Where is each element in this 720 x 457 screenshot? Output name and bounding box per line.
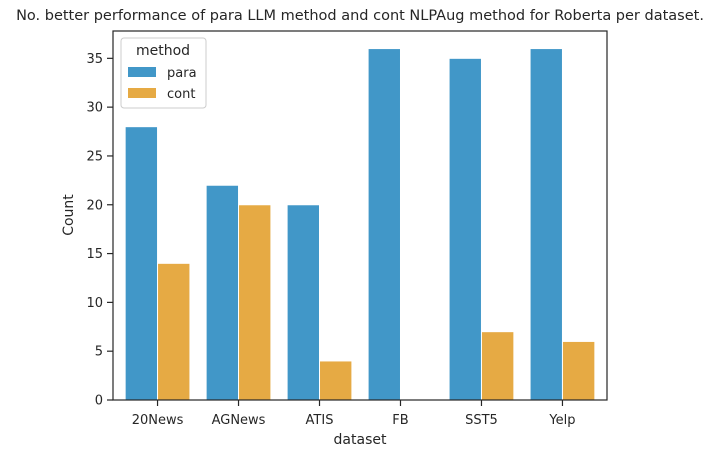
y-tick-label: 20 [86, 198, 103, 213]
plot-frame [112, 30, 608, 401]
y-tick-label: 0 [95, 394, 103, 409]
bar-para-20news [124, 126, 159, 401]
y-tick-label: 10 [86, 296, 103, 311]
y-tick-label: 5 [95, 345, 103, 360]
bar-cont-20news [157, 262, 191, 401]
legend-label-para: para [167, 66, 197, 81]
legend-title: method [136, 43, 190, 59]
bars [124, 48, 596, 401]
y-tick-label: 25 [86, 149, 103, 164]
bar-para-sst5 [448, 57, 482, 401]
x-tick-label: 20News [132, 413, 184, 428]
bar-para-agnews [205, 184, 240, 401]
legend: method para cont [120, 37, 207, 109]
bar-para-yelp [529, 48, 563, 401]
bar-para-atis [286, 204, 320, 401]
x-tick-label: Yelp [548, 413, 575, 428]
y-tick-label: 30 [86, 101, 103, 116]
bar-para-fb [367, 48, 401, 401]
chart-title: No. better performance of para LLM metho… [16, 8, 704, 24]
legend-swatch-para [128, 67, 156, 77]
x-tick-label: ATIS [306, 413, 334, 428]
bar-cont-atis [319, 360, 353, 401]
x-tick-label: SST5 [465, 413, 498, 428]
legend-swatch-cont [128, 88, 156, 98]
y-axis-label: Count [61, 194, 77, 236]
y-tick-label: 35 [86, 52, 103, 67]
y-tick-label: 15 [86, 247, 103, 262]
bar-cont-sst5 [480, 331, 515, 401]
bar-cont-yelp [561, 340, 596, 401]
x-axis: 20News AGNews ATIS FB SST5 Yelp [132, 400, 575, 428]
y-axis: 0 5 10 15 20 25 30 35 [86, 52, 113, 409]
x-tick-label: FB [392, 413, 408, 428]
x-tick-label: AGNews [212, 413, 266, 428]
legend-label-cont: cont [167, 87, 195, 102]
bar-cont-agnews [238, 204, 272, 401]
x-axis-label: dataset [334, 432, 387, 448]
legend-entries: para cont [128, 66, 197, 102]
